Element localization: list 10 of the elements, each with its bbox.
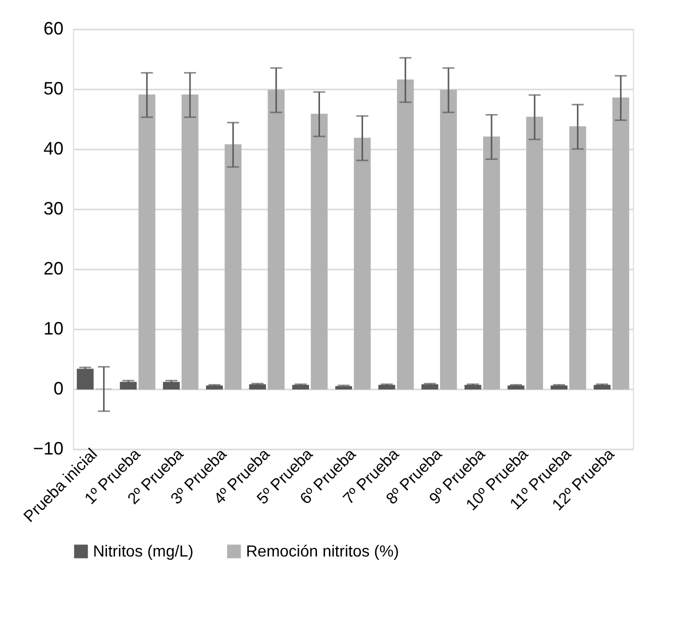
y-tick-label: 40	[43, 138, 64, 158]
legend-label: Nitritos (mg/L)	[93, 543, 194, 560]
y-tick-label: 60	[43, 18, 64, 38]
y-tick-label: 50	[43, 78, 64, 98]
y-tick-label: 0	[53, 378, 64, 398]
y-tick-label: −10	[32, 438, 64, 458]
y-tick-label: 30	[43, 198, 64, 218]
y-tick-label: 20	[43, 258, 64, 278]
y-tick-label: 10	[43, 318, 64, 338]
legend-label: Remoción nitritos (%)	[246, 543, 399, 560]
